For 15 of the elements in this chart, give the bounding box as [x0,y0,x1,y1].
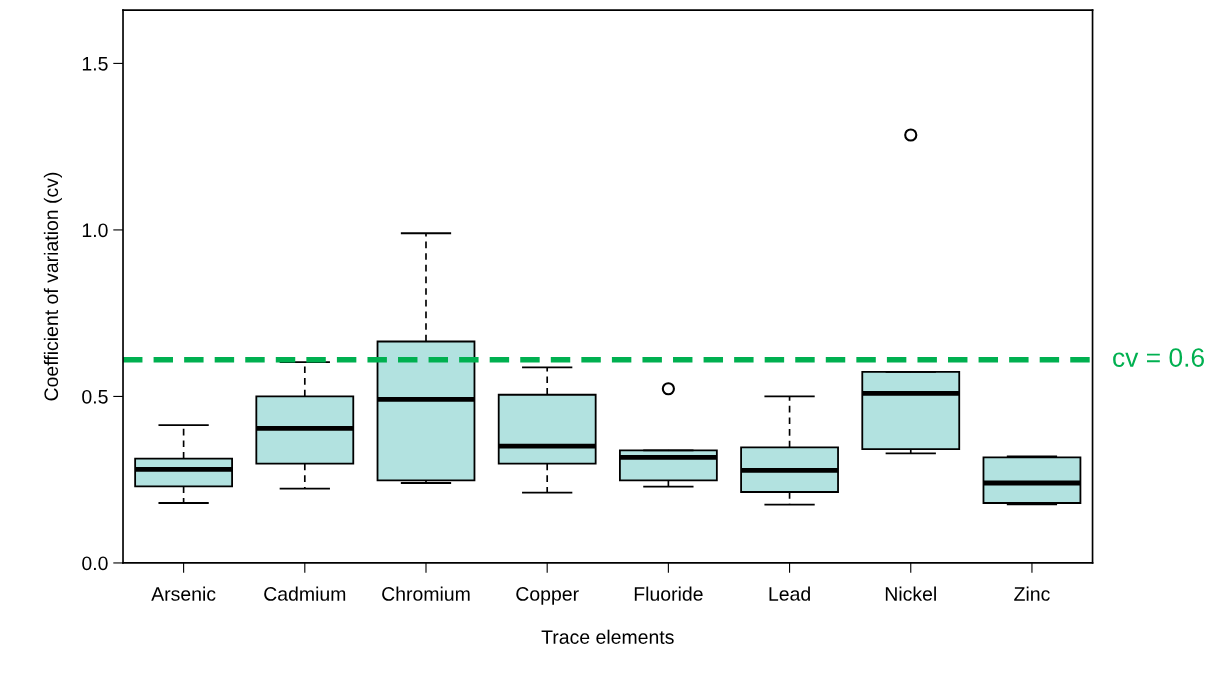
x-tick-label: Fluoride [634,586,703,601]
x-tick-label: Arsenic [151,586,216,601]
y-axis-title: Coefficient of variation (cv) [43,172,62,401]
x-tick-label: Lead [769,586,810,601]
y-tick-label: 1.0 [82,223,108,238]
x-tick-label: Chromium [382,586,470,601]
x-tick-label: Cadmium [264,586,346,601]
y-tick-label: 1.5 [82,57,108,71]
ref-line-label: cv = 0.6 [1113,348,1204,367]
y-tick-label: 0.5 [82,389,108,404]
x-tick-label: Nickel [885,586,936,601]
x-tick-label: Copper [516,587,579,605]
y-tick-label: 0.0 [82,556,108,571]
x-tick-label: Zinc [1014,586,1050,601]
x-axis-title: Trace elements [541,629,674,644]
